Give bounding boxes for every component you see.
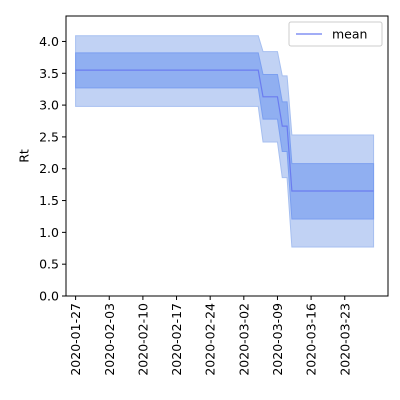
x-tick-label: 2020-03-02: [236, 303, 251, 376]
y-tick-label: 0.5: [39, 257, 59, 272]
x-axis: 2020-01-27 2020-02-03 2020-02-10 2020-02-17…: [68, 296, 352, 376]
x-tick-label: 2020-01-27: [68, 303, 83, 376]
legend: mean: [288, 21, 383, 47]
y-axis-label: Rt: [17, 149, 32, 163]
x-tick-label: 2020-03-09: [270, 303, 285, 376]
x-tick-label: 2020-03-23: [337, 303, 352, 376]
plot-frame: [65, 15, 389, 297]
x-tick-label: 2020-02-10: [135, 303, 150, 376]
x-tick-label: 2020-02-24: [203, 303, 218, 376]
legend-box: [288, 21, 383, 47]
series-lines: [75, 69, 374, 192]
y-tick-label: 3.0: [39, 98, 59, 113]
y-tick-label: 2.5: [39, 129, 59, 144]
y-tick-label: 3.5: [39, 66, 59, 81]
band-inner: [75, 52, 375, 220]
x-tick-label: 2020-02-03: [102, 303, 117, 376]
y-tick-label: 2.0: [39, 161, 59, 176]
x-tick-label: 2020-03-16: [304, 303, 319, 376]
series-line-mean: [75, 69, 374, 192]
confidence-bands: [75, 35, 375, 248]
y-axis: 0.0 0.5 1.0 1.5 2.0 2.5 3.0 3.5 4.0: [39, 34, 66, 304]
y-tick-label: 4.0: [39, 34, 59, 49]
y-tick-label: 0.0: [39, 289, 59, 304]
x-tick-label: 2020-02-17: [169, 303, 184, 376]
y-tick-label: 1.0: [39, 225, 59, 240]
y-tick-label: 1.5: [39, 193, 59, 208]
legend-label-mean: mean: [332, 27, 367, 42]
